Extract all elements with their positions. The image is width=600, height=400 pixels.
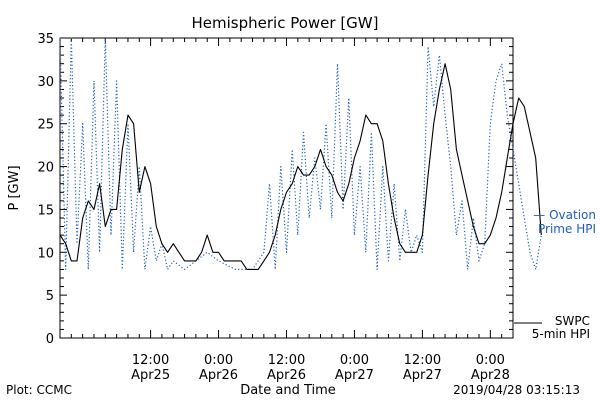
x-tick-date-label: Apr27 [403,368,442,383]
y-tick-label: 25 [37,118,54,133]
y-tick-label: 10 [37,246,54,261]
legend-ovation-line1: — Ovation [533,208,596,222]
x-axis-label: Date and Time [240,383,336,398]
legend-ovation-line2: Prime HPI [538,222,596,236]
y-tick-label: 20 [37,161,54,176]
legend: — Ovation Prime HPI SWPC 5-min HPI [514,208,596,341]
plot-timestamp: 2019/04/28 03:15:13 [453,383,580,397]
y-tick-label: 5 [46,289,54,304]
x-tick-date-label: Apr25 [131,368,170,383]
ovation-prime-hpi-line [59,37,542,270]
y-axis: 0 5 10 15 20 25 30 35 [37,32,513,347]
y-tick-label: 35 [37,32,54,47]
series-layer [59,37,542,270]
x-tick-time-label: 0:00 [204,353,233,368]
y-tick-label: 0 [46,332,54,347]
plot-frame [59,37,514,339]
x-tick-time-label: 0:00 [476,353,505,368]
y-tick-label: 30 [37,75,54,90]
x-tick-date-label: Apr27 [335,368,374,383]
x-tick-date-label: Apr26 [267,368,306,383]
x-tick-date-label: Apr28 [471,368,510,383]
legend-swpc-line1: SWPC [555,314,590,328]
swpc-hpi-line [59,63,542,270]
x-tick-time-label: 12:00 [132,353,169,368]
y-tick-label: 15 [37,203,54,218]
x-tick-date-label: Apr26 [199,368,238,383]
legend-swpc-line2: 5-min HPI [532,327,590,341]
plot-credit: Plot: CCMC [6,383,72,397]
chart-title: Hemispheric Power [GW] [192,14,379,32]
y-axis-label: P [GW] [7,165,22,210]
x-tick-time-label: 12:00 [268,353,305,368]
x-axis: 12:00Apr250:00Apr2612:00Apr260:00Apr2712… [59,38,514,383]
x-tick-time-label: 12:00 [404,353,441,368]
x-tick-time-label: 0:00 [340,353,369,368]
